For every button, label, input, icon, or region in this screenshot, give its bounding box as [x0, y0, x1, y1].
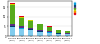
Bar: [65, 31, 70, 32]
Bar: [56, 34, 61, 36]
Legend: , , , , , , , : , , , , , , ,: [74, 2, 75, 14]
Bar: [65, 34, 70, 36]
Bar: [10, 24, 15, 26]
Bar: [28, 30, 33, 36]
Bar: [65, 33, 70, 34]
Bar: [47, 27, 52, 31]
Bar: [28, 20, 33, 21]
Bar: [38, 25, 42, 30]
Bar: [28, 21, 33, 28]
Bar: [10, 5, 15, 24]
Bar: [19, 28, 24, 29]
Bar: [56, 30, 61, 33]
Bar: [19, 29, 24, 36]
Bar: [47, 33, 52, 36]
Bar: [19, 16, 24, 17]
Bar: [28, 29, 33, 30]
Bar: [65, 32, 70, 33]
Bar: [47, 26, 52, 27]
Bar: [47, 32, 52, 33]
Bar: [10, 27, 15, 36]
Bar: [10, 4, 15, 5]
Bar: [38, 30, 42, 31]
Bar: [10, 3, 15, 4]
Bar: [19, 18, 24, 26]
Bar: [28, 28, 33, 29]
Bar: [47, 31, 52, 32]
Bar: [38, 32, 42, 36]
Bar: [10, 26, 15, 27]
Bar: [19, 17, 24, 18]
Bar: [56, 33, 61, 34]
Bar: [38, 31, 42, 32]
Bar: [19, 26, 24, 28]
Bar: [38, 24, 42, 25]
